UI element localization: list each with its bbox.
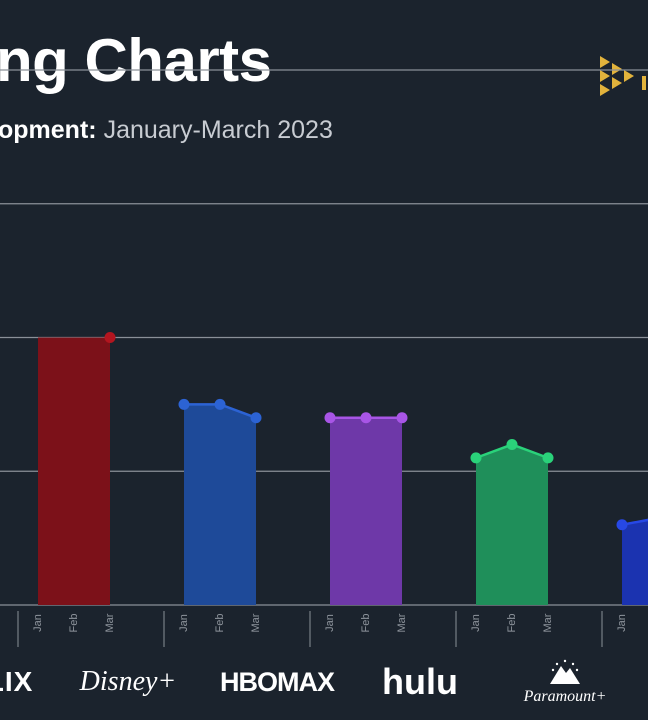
netflix-logo: LIX: [0, 666, 34, 697]
month-tick-label: Mar: [104, 613, 116, 632]
data-point: [542, 452, 554, 464]
data-point: [324, 412, 336, 424]
data-point: [470, 452, 482, 464]
chart-subtitle: opment: January-March 2023: [0, 116, 333, 145]
bar-1: [38, 337, 110, 605]
play-arrows-logo-icon: [600, 56, 646, 96]
disney-plus-logo: Disney+: [79, 666, 177, 697]
bar-5: [622, 519, 648, 605]
subtitle-date-range: January-March 2023: [103, 116, 333, 144]
month-tick-label: Jan: [32, 614, 44, 632]
data-point: [360, 412, 372, 424]
data-point: [104, 332, 116, 343]
month-tick-label: Feb: [506, 614, 518, 633]
month-tick-label: Jan: [616, 614, 628, 632]
mountain-icon: [550, 659, 580, 684]
bar-chart: JanFebMarJanFebMarJanFebMarJanFebMarJanF…: [0, 69, 648, 647]
subtitle-label: opment:: [0, 116, 97, 144]
month-tick-label: Mar: [250, 613, 262, 632]
paramount-wordmark: Paramount+: [523, 688, 607, 705]
data-point: [506, 439, 518, 450]
chart-title: ng Charts: [0, 27, 272, 94]
data-point: [178, 398, 190, 410]
paramount-plus-logo: Paramount+: [510, 656, 620, 708]
month-tick-label: Feb: [68, 614, 80, 633]
month-tick-label: Jan: [324, 614, 336, 632]
data-point: [214, 398, 226, 410]
month-tick-label: Feb: [214, 614, 226, 633]
data-point: [616, 519, 628, 531]
bar-4: [476, 444, 548, 605]
bar-3: [330, 417, 402, 605]
month-tick-label: Mar: [542, 613, 554, 632]
data-point: [250, 412, 262, 424]
month-tick-label: Jan: [470, 614, 482, 632]
month-tick-label: Feb: [360, 614, 372, 633]
trend-line-5: [621, 518, 648, 526]
hulu-logo: hulu: [382, 661, 458, 702]
month-tick-label: Mar: [396, 613, 408, 632]
hbo-max-logo: HBOMAX: [220, 666, 335, 697]
month-tick-label: Jan: [178, 614, 190, 632]
bar-2: [184, 404, 256, 605]
data-point: [396, 412, 408, 424]
